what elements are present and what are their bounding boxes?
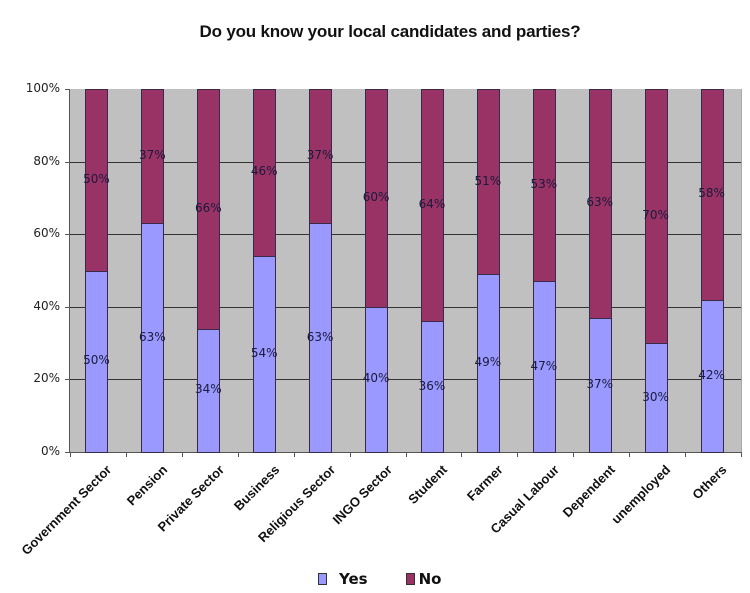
bar-segment-yes bbox=[700, 299, 724, 453]
x-category-label: Government Sector bbox=[18, 462, 115, 558]
y-axis bbox=[69, 89, 70, 453]
data-label-no: 63% bbox=[586, 195, 614, 210]
x-tick bbox=[461, 452, 463, 457]
bar-segment-yes bbox=[644, 343, 668, 453]
data-label-yes: 63% bbox=[306, 329, 334, 344]
x-tick bbox=[517, 452, 519, 457]
y-tick bbox=[65, 161, 70, 163]
x-category-label: INGO Sector bbox=[329, 462, 395, 528]
data-label-no: 46% bbox=[250, 164, 278, 179]
data-label-yes: 63% bbox=[139, 329, 166, 344]
bar-segment-yes bbox=[309, 223, 333, 453]
data-label-yes: 37% bbox=[586, 376, 614, 391]
y-tick bbox=[65, 379, 70, 381]
data-label-no: 37% bbox=[306, 148, 334, 163]
bar-segment-yes bbox=[588, 317, 612, 453]
legend-swatch-yes bbox=[318, 573, 327, 585]
stacked-bar: 34% 66% bbox=[195, 89, 222, 453]
x-category-label: Others bbox=[689, 462, 730, 503]
x-tick bbox=[629, 452, 631, 457]
data-label-no: 66% bbox=[194, 200, 222, 215]
y-tick bbox=[65, 234, 70, 236]
data-label-no: 37% bbox=[139, 148, 166, 163]
data-label-no: 64% bbox=[418, 197, 446, 212]
y-tick bbox=[65, 89, 70, 90]
plot-area bbox=[70, 89, 742, 452]
gridline bbox=[70, 234, 741, 236]
legend-item-no: No bbox=[405, 570, 442, 588]
data-label-yes: 47% bbox=[530, 358, 558, 373]
legend-label-yes: Yes bbox=[339, 570, 368, 588]
x-tick bbox=[181, 452, 183, 457]
x-tick bbox=[573, 452, 575, 457]
legend-item-yes: Yes bbox=[318, 570, 368, 588]
bar-segment-yes bbox=[420, 321, 444, 453]
data-label-no: 60% bbox=[362, 189, 390, 204]
data-label-no: 53% bbox=[530, 177, 558, 192]
bar-segment-yes bbox=[532, 281, 556, 453]
x-tick bbox=[237, 452, 239, 457]
y-tick-label: 60% bbox=[33, 226, 60, 241]
y-tick-label: 0% bbox=[40, 444, 60, 458]
stacked-bar: 50% 50% bbox=[83, 89, 110, 453]
data-label-yes: 30% bbox=[642, 389, 669, 404]
x-category-label: Business bbox=[230, 462, 283, 514]
stacked-bar: 37% 63% bbox=[586, 89, 613, 453]
legend-swatch-no bbox=[405, 573, 415, 585]
data-label-no: 50% bbox=[83, 171, 110, 186]
data-label-yes: 40% bbox=[362, 371, 390, 386]
stacked-bar: 54% 46% bbox=[251, 89, 278, 453]
y-tick-label: 80% bbox=[33, 153, 60, 168]
legend: Yes No bbox=[318, 570, 479, 588]
stacked-bar: 63% 37% bbox=[307, 89, 333, 453]
x-category-label: Student bbox=[405, 462, 451, 507]
data-label-no: 58% bbox=[698, 186, 725, 201]
bar-segment-yes bbox=[365, 306, 389, 453]
x-tick bbox=[293, 452, 295, 457]
stacked-bar: 47% 53% bbox=[530, 89, 557, 453]
y-tick-label: 100% bbox=[25, 81, 60, 95]
gridline bbox=[70, 161, 741, 163]
gridline bbox=[70, 306, 741, 308]
x-category-label: Pension bbox=[123, 462, 171, 509]
stacked-bar: 49% 51% bbox=[475, 89, 501, 453]
y-tick-label: 40% bbox=[33, 298, 60, 313]
stacked-bar: 30% 70% bbox=[642, 89, 669, 453]
stacked-bar: 40% 60% bbox=[363, 89, 389, 453]
data-label-no: 70% bbox=[642, 208, 669, 223]
bar-segment-yes bbox=[476, 274, 500, 453]
x-tick bbox=[405, 452, 407, 457]
x-tick bbox=[125, 452, 127, 457]
legend-label-no: No bbox=[418, 570, 442, 588]
data-label-yes: 34% bbox=[194, 382, 222, 397]
y-tick bbox=[65, 306, 70, 308]
stacked-bar: 36% 64% bbox=[419, 89, 445, 453]
x-category-label: unemployed bbox=[608, 462, 674, 527]
x-tick bbox=[685, 452, 687, 457]
bar-segment-yes bbox=[141, 223, 165, 453]
y-tick bbox=[65, 452, 70, 453]
x-tick bbox=[70, 452, 71, 457]
x-category-label: Dependent bbox=[559, 462, 618, 521]
x-tick bbox=[349, 452, 351, 457]
x-tick bbox=[741, 452, 742, 457]
data-label-yes: 42% bbox=[698, 367, 725, 382]
stacked-bar: 42% 58% bbox=[698, 89, 725, 453]
data-label-yes: 49% bbox=[474, 355, 502, 370]
data-label-no: 51% bbox=[474, 173, 502, 188]
x-category-label: Farmer bbox=[464, 462, 507, 504]
chart-title: Do you know your local candidates and pa… bbox=[199, 22, 581, 41]
bar-segment-yes bbox=[85, 270, 109, 453]
bar-segment-yes bbox=[197, 328, 221, 453]
y-tick-label: 20% bbox=[33, 371, 60, 386]
data-label-yes: 54% bbox=[250, 345, 278, 360]
bar-segment-yes bbox=[253, 255, 277, 453]
data-label-yes: 50% bbox=[83, 353, 110, 368]
gridline bbox=[70, 379, 741, 381]
data-label-yes: 36% bbox=[418, 378, 446, 393]
stacked-bar: 63% 37% bbox=[139, 89, 166, 453]
